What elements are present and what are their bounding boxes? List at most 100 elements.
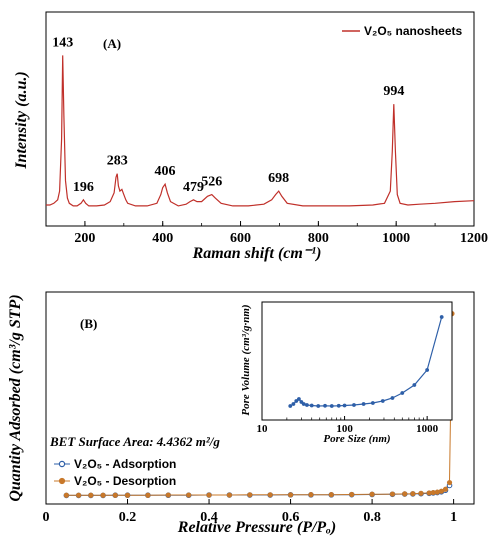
desorption-point	[247, 492, 253, 498]
pore-size-point	[305, 403, 309, 407]
pore-size-point	[329, 404, 334, 408]
desorption-point	[63, 492, 69, 498]
isotherm-plot-frame	[45, 291, 475, 505]
raman-peak-label: 196	[73, 180, 94, 195]
pore-size-point	[288, 404, 293, 408]
desorption-point	[369, 491, 375, 497]
desorption-point	[308, 492, 314, 498]
desorption-point	[418, 490, 424, 496]
isotherm-y-axis-label: Quantity Adsorbed (cm³/g STP)	[7, 294, 24, 501]
desorption-point	[389, 491, 396, 497]
raman-x-axis-label: Raman shift (cm⁻¹)	[192, 245, 322, 262]
legend-label-adsorption: V₂O₅ - Adsorption	[74, 457, 176, 471]
panel-label-b: (B)	[80, 316, 97, 331]
inset-x-tick-label: 10	[257, 423, 269, 435]
desorption-point	[402, 491, 408, 497]
pore-size-point	[390, 396, 395, 400]
raman-peak-label: 698	[268, 171, 289, 186]
raman-peak-label: 479	[183, 180, 204, 195]
raman-spectrum-line	[46, 55, 475, 207]
raman-x-tick-label: 1000	[382, 231, 410, 246]
inset-x-tick-labels: 10 100 1000	[257, 423, 439, 435]
desorption-point	[165, 492, 171, 498]
raman-x-tick-label: 800	[308, 231, 329, 246]
desorption-point	[145, 492, 151, 498]
pore-size-point	[299, 400, 304, 404]
panel-label-a: (A)	[103, 36, 121, 51]
raman-y-axis-label: Intensity (a.u.)	[13, 71, 30, 169]
isotherm-x-tick-label: 1	[450, 510, 457, 525]
pore-size-point	[294, 399, 299, 403]
raman-peak-label: 526	[201, 175, 222, 190]
isotherm-x-tick-label: 0.4	[200, 510, 218, 525]
raman-x-tick-label: 200	[74, 231, 95, 246]
isotherm-x-tick-label: 0.6	[282, 510, 300, 525]
raman-x-tick-labels: 200 400 600 800 1000 1200	[74, 231, 488, 246]
pore-size-point	[412, 383, 417, 387]
raman-x-ticks	[45, 221, 475, 226]
desorption-point	[226, 492, 233, 498]
desorption-point	[438, 488, 444, 494]
pore-size-point	[309, 403, 314, 408]
desorption-point	[124, 492, 131, 498]
pore-size-point	[361, 402, 366, 406]
raman-plot-frame	[45, 11, 475, 227]
bet-surface-area: BET Surface Area: 4.4362 m²/g	[49, 434, 220, 449]
pore-size-point	[370, 401, 375, 405]
raman-peak-label: 143	[52, 35, 73, 50]
raman-peak-label: 406	[155, 164, 176, 179]
desorption-point	[446, 479, 453, 486]
desorption-point	[88, 492, 94, 498]
desorption-point	[100, 492, 106, 498]
pore-size-line	[289, 316, 443, 407]
legend-marker-desorption	[58, 477, 66, 485]
pore-size-point	[316, 404, 321, 408]
pore-size-point	[352, 403, 356, 407]
desorption-point	[76, 492, 82, 498]
pore-size-inset: 10 100 1000 Pore Size (nm) Pore Volume (cm…	[240, 301, 453, 445]
desorption-point	[287, 492, 294, 498]
desorption-point	[267, 492, 273, 498]
pore-size-point	[380, 399, 385, 403]
inset-frame	[261, 301, 453, 421]
desorption-point	[206, 492, 212, 498]
inset-x-ticks	[261, 416, 428, 420]
raman-x-tick-label: 400	[152, 231, 173, 246]
legend-marker-adsorption	[58, 460, 66, 468]
desorption-point	[426, 490, 432, 496]
desorption-point	[349, 491, 355, 498]
legend-label-raman: V₂O₅ nanosheets	[364, 24, 463, 38]
pore-size-point	[291, 402, 296, 406]
isotherm-x-tick-labels: 0 0.2 0.4 0.6 0.8 1	[43, 510, 458, 525]
pore-size-point	[301, 402, 306, 406]
isotherm-x-ticks	[45, 499, 455, 504]
inset-x-axis-label: Pore Size (nm)	[323, 433, 390, 445]
isotherm-x-tick-label: 0	[43, 510, 50, 525]
raman-peak-label: 994	[383, 84, 404, 99]
inset-y-axis-label: Pore Volume (cm³/g·nm)	[240, 304, 252, 415]
desorption-point	[328, 492, 334, 498]
raman-x-tick-label: 600	[230, 231, 251, 246]
pore-size-point	[323, 403, 327, 408]
raman-x-tick-label: 1200	[460, 231, 488, 246]
desorption-point	[186, 492, 192, 498]
pore-size-points	[288, 315, 444, 408]
pore-size-point	[342, 403, 347, 408]
legend-label-desorption: V₂O₅ - Desorption	[74, 474, 176, 488]
inset-x-tick-label: 1000	[416, 423, 439, 435]
pore-size-point	[425, 368, 430, 372]
pore-size-point	[336, 403, 341, 408]
isotherm-panel: 0 0.2 0.4 0.6 0.8 1 (B) BET Surface Area: 4.4…	[7, 291, 475, 536]
pore-size-point	[400, 391, 405, 395]
isotherm-x-tick-label: 0.8	[363, 510, 381, 525]
desorption-point	[410, 491, 416, 497]
pore-size-point	[439, 315, 444, 319]
raman-peak-label: 283	[107, 154, 128, 169]
inset-x-tick-label: 100	[336, 423, 353, 435]
desorption-point	[442, 486, 449, 492]
isotherm-x-axis-label: Relative Pressure (P/Pₒ)	[177, 519, 336, 536]
pore-size-point	[297, 397, 301, 401]
